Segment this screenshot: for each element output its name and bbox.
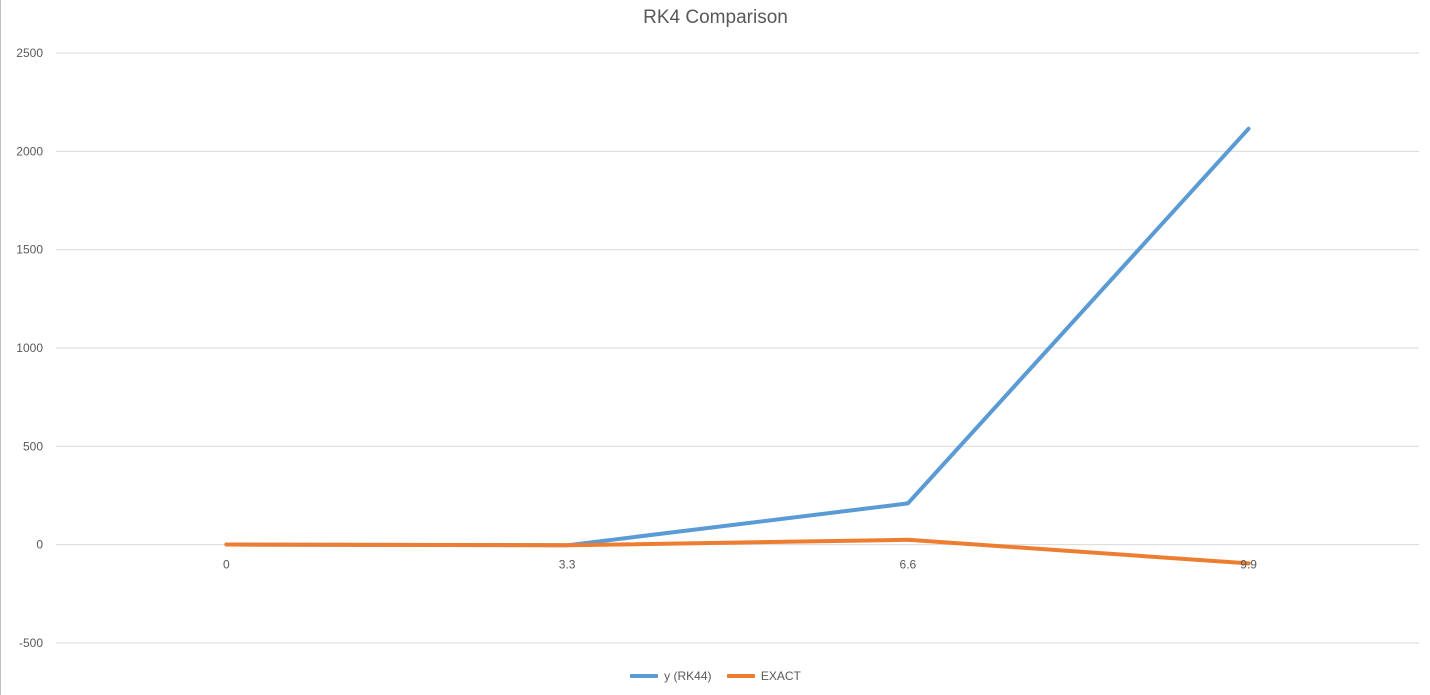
- y-tick-label-6: 2500: [16, 46, 43, 60]
- legend-label-series-2: EXACT: [760, 669, 801, 683]
- x-tick-label-2: 6.6: [900, 558, 917, 572]
- y-tick-label-2: 500: [23, 439, 43, 453]
- legend-item-series-2: EXACT: [726, 669, 801, 683]
- y-tick-label-3: 1000: [16, 341, 43, 355]
- y-tick-label-0: -500: [19, 636, 43, 650]
- x-tick-label-3: 9.9: [1240, 558, 1257, 572]
- y-tick-label-1: 0: [36, 538, 43, 552]
- x-tick-label-0: 0: [223, 558, 230, 572]
- chart-title: RK4 Comparison: [643, 7, 788, 28]
- legend-swatch-series-2: [726, 674, 755, 678]
- legend: y (RK44) EXACT: [1, 667, 1430, 683]
- series-lines: [224, 126, 1251, 566]
- y-tick-label-4: 1500: [16, 243, 43, 257]
- series-line-2: [224, 537, 1251, 566]
- y-axis-ticks: -500 0 500 1000 1500 2000 2500: [16, 46, 43, 650]
- legend-label-series-1: y (RK44): [664, 669, 712, 683]
- y-tick-label-5: 2000: [16, 144, 43, 158]
- x-tick-label-1: 3.3: [559, 558, 576, 572]
- legend-item-series-1: y (RK44): [630, 669, 711, 683]
- series-line-1: [224, 126, 1251, 548]
- x-axis-ticks: 0 3.3 6.6 9.9: [223, 558, 1257, 572]
- gridlines: [56, 52, 1419, 644]
- legend-swatch-series-1: [630, 674, 659, 678]
